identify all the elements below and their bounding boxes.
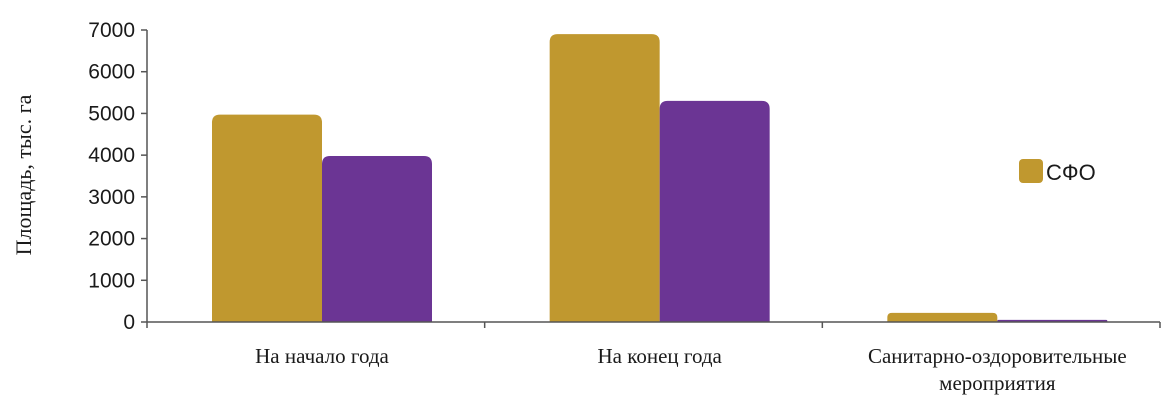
y-axis-ticks: 0 1000 2000 3000 4000 5000 6000 7000 — [88, 19, 147, 334]
bar-series-1-1 — [212, 114, 322, 323]
bar-series-1-2 — [549, 34, 660, 323]
y-axis-title-group: Площадь, тыс. га — [11, 94, 36, 255]
x-axis-ticks — [146, 322, 1161, 328]
bar-series-2-1 — [322, 155, 432, 322]
y-tick-label: 4000 — [88, 144, 135, 167]
y-tick-label: 1000 — [88, 269, 135, 292]
y-tick-label: 0 — [123, 311, 135, 334]
bar-series-2-2 — [659, 100, 770, 323]
x-category-label: Санитарно-оздоровительные — [868, 344, 1127, 368]
x-category-label: На конец года — [597, 344, 722, 368]
y-tick-label: 5000 — [88, 102, 135, 125]
bars — [212, 34, 1108, 323]
legend: СФО — [1019, 159, 1096, 185]
x-axis-labels: На начало года На конец года Санитарно-озд… — [255, 344, 1127, 395]
legend-swatch — [1019, 159, 1043, 183]
y-tick-label: 2000 — [88, 228, 135, 251]
y-axis-title: Площадь, тыс. га — [11, 94, 36, 255]
y-tick-label: 7000 — [88, 19, 135, 42]
legend-label: СФО — [1046, 160, 1096, 185]
y-tick-label: 3000 — [88, 186, 135, 209]
x-category-label: мероприятия — [939, 371, 1056, 395]
x-category-label: На начало года — [255, 344, 389, 368]
bar-series-1-3 — [887, 312, 998, 322]
y-tick-label: 6000 — [88, 61, 135, 84]
